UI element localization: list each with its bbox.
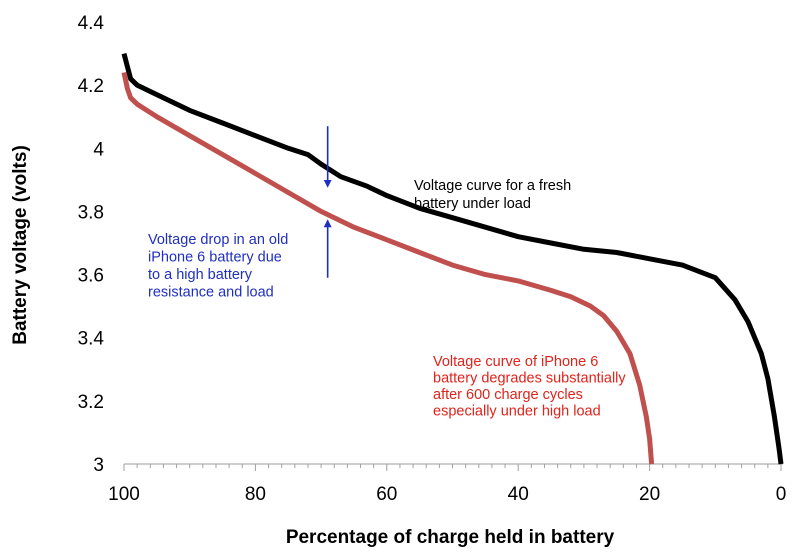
x-tick-label: 60	[376, 484, 397, 505]
annotation-line: Voltage drop in an old	[148, 232, 288, 248]
y-tick-label: 3.2	[78, 392, 104, 413]
annotation-line: battery under load	[414, 196, 531, 212]
y-tick-label: 3.8	[78, 202, 104, 223]
annotation-drop: Voltage drop in an old iPhone 6 battery d…	[148, 232, 288, 301]
y-tick-label: 3.6	[78, 266, 104, 287]
y-tick-label: 4.2	[78, 76, 104, 97]
annotation-line: resistance and load	[148, 285, 274, 301]
y-tick-label: 4	[93, 139, 104, 160]
series-group	[121, 52, 784, 465]
annotation-line: battery degrades substantially	[433, 371, 626, 387]
annotation-line: Voltage curve of iPhone 6	[433, 354, 598, 370]
x-tick-label: 0	[776, 484, 787, 505]
annotation-line: Voltage curve for a fresh	[414, 178, 571, 194]
annotations-group: Voltage curve for a fresh battery under l…	[148, 178, 626, 420]
y-tick-label: 3	[93, 455, 104, 476]
axes: 100 80 60 40 20 0 4.4 4.2 4 3.8 3.6 3.4 3.2 3	[78, 13, 787, 505]
annotation-fresh: Voltage curve for a fresh battery under l…	[414, 178, 571, 212]
x-axis-title: Percentage of charge held in battery	[286, 527, 615, 548]
y-tick-label: 4.4	[78, 13, 105, 34]
fresh-battery-line	[121, 52, 784, 465]
annotation-line: to a high battery	[148, 267, 253, 283]
annotation-line: iPhone 6 battery due	[148, 250, 282, 266]
x-tick-label: 80	[245, 484, 266, 505]
y-axis-title: Battery voltage (volts)	[10, 145, 31, 345]
y-tick-label: 3.4	[78, 329, 105, 350]
x-tick-label: 40	[508, 484, 529, 505]
x-tick-label: 20	[639, 484, 660, 505]
annotation-degraded: Voltage curve of iPhone 6 battery degrade…	[433, 354, 626, 420]
degraded-battery-line	[121, 71, 655, 465]
x-tick-label: 100	[108, 484, 140, 505]
annotation-line: after 600 charge cycles	[433, 387, 583, 403]
annotation-line: especially under high load	[433, 404, 601, 420]
